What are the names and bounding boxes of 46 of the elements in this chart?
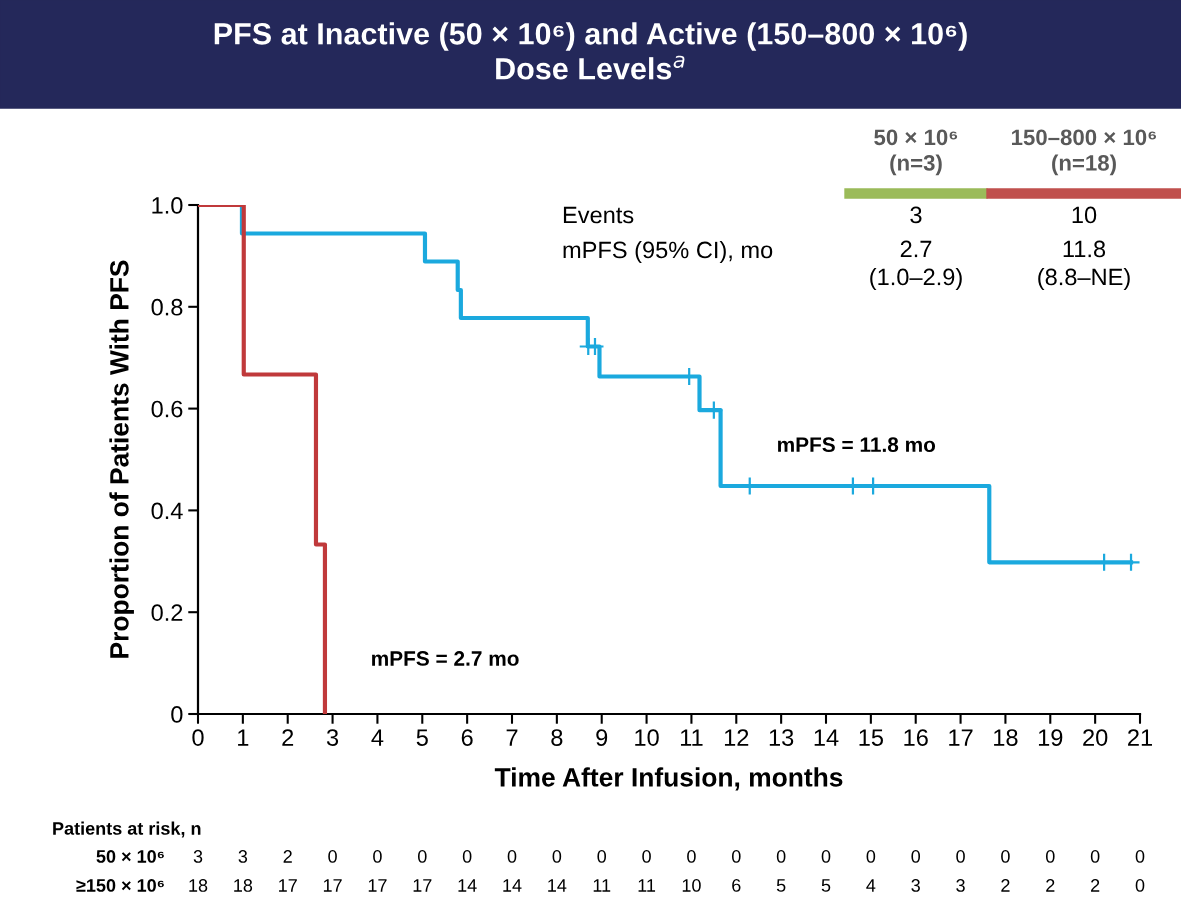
x-tick-label: 21: [1128, 729, 1152, 746]
x-tick-label: 17: [949, 729, 973, 746]
text: ≥150 × 10⁶: [76, 879, 164, 892]
text: 150–800 × 10⁶ (n=18): [1012, 129, 1157, 176]
x-tick-label: 8: [551, 729, 563, 746]
annotation: 3: [910, 206, 922, 224]
y-axis-title: Proportion of Patients With PFS: [109, 260, 134, 658]
chart-title: PFS at Inactive (50 × 10⁶) and Active (150–800 × 10⁶) Dose Levels$^{a}$: [214, 22, 967, 80]
y-tick-label: 0: [171, 706, 183, 723]
x-tick-label: 11: [680, 729, 703, 746]
x-tick-label: 12: [724, 729, 749, 746]
text: 50 × 10⁶: [96, 850, 164, 863]
text: 50 × 10⁶ (n=3): [874, 129, 958, 176]
x-tick-label: 5: [416, 729, 428, 746]
annotation: mPFS (95% CI), mo: [563, 240, 773, 263]
text: 18 18 17 17 17 17 14 14 14 11 11 10 6 5 5 4 3 3 2 2 2 0: [189, 879, 1145, 892]
annotation: 10: [1072, 206, 1097, 224]
x-tick-label: 6: [461, 729, 473, 746]
text: 3 3 2 0 0 0 0 0 0 0 0 0 0 0 0 0 0 0 0 0 0 0: [193, 850, 1145, 863]
x-tick-label: 3: [326, 729, 339, 746]
text: Patients at risk, n: [53, 821, 201, 838]
annotation: 11.8 (8.8–NE): [1038, 240, 1130, 290]
x-tick-label: 13: [769, 729, 794, 746]
annotation: Events: [563, 206, 634, 224]
x-tick-label: 9: [596, 729, 608, 746]
x-tick-label: 2: [282, 729, 294, 746]
y-tick-label: 0.4: [151, 502, 183, 520]
x-tick-label: 14: [814, 729, 839, 746]
x-tick-label: 20: [1083, 729, 1108, 746]
x-tick-label: 7: [506, 729, 518, 746]
y-tick-label: 0.8: [151, 298, 183, 316]
x-tick-label: 16: [904, 729, 928, 746]
x-tick-label: 15: [859, 729, 883, 746]
x-axis-title: Time After Infusion, months: [494, 767, 843, 791]
y-tick-label: 1.0: [152, 197, 183, 214]
x-tick-label: 19: [1038, 729, 1063, 746]
x-tick-label: 10: [635, 729, 659, 746]
annotation: mPFS = 11.8 mo: [778, 437, 936, 453]
y-tick-label: 0.2: [151, 604, 183, 621]
annotation: 2.7 (1.0–2.9): [870, 240, 962, 290]
x-tick-label: 1: [238, 729, 249, 746]
x-tick-label: 4: [371, 729, 384, 746]
y-tick-label: 0.6: [151, 400, 183, 418]
x-tick-label: 0: [192, 729, 204, 746]
annotation: mPFS = 2.7 mo: [372, 651, 519, 666]
x-tick-label: 18: [994, 729, 1018, 746]
